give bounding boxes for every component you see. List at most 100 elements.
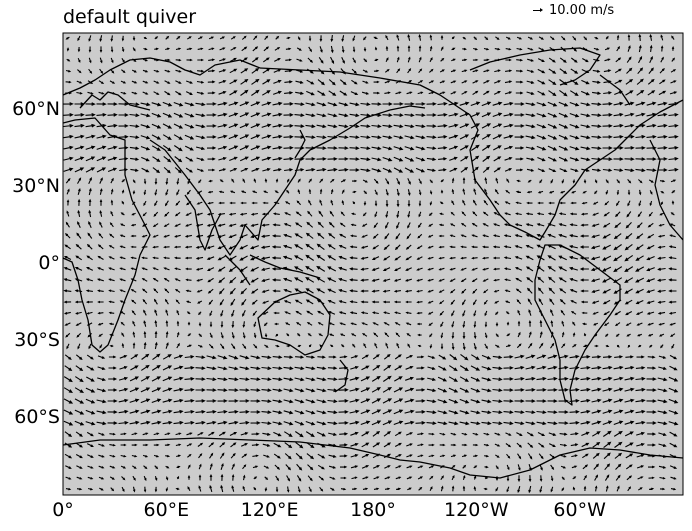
quiver-key-arrow-icon [533,8,543,12]
wind-arrow [241,453,248,459]
wind-arrow [506,464,510,471]
wind-arrow [285,464,292,471]
wind-arrow [361,354,369,360]
wind-arrow [459,376,469,382]
wind-arrow [657,289,666,293]
wind-arrow [164,432,171,436]
wind-arrow [492,123,503,129]
wind-arrow [394,267,402,271]
wind-arrow [305,265,315,272]
wind-arrow [164,288,170,294]
wind-arrow [294,399,305,404]
wind-arrow [394,365,403,371]
wind-arrow [558,212,566,216]
wind-arrow [407,178,411,185]
wind-arrow [140,102,151,107]
wind-arrow [184,145,194,151]
wind-arrow [481,354,492,360]
wind-arrow [97,322,104,326]
wind-arrow [669,442,678,448]
wind-arrow [109,432,116,436]
wind-arrow [63,387,74,393]
wind-arrow [417,222,422,229]
wind-arrow [262,167,271,172]
wind-arrow [572,476,577,480]
wind-arrow [165,465,170,469]
wind-arrow [307,333,312,337]
wind-arrow [197,300,203,304]
wind-arrow [286,36,291,40]
wind-arrow [140,145,151,151]
wind-arrow [228,399,239,403]
wind-arrow [516,432,523,437]
wind-arrow [504,278,511,282]
wind-arrow [230,343,236,350]
wind-arrow [186,58,193,62]
wind-arrow [361,322,368,326]
map-title: default quiver [63,6,197,28]
wind-arrow [176,320,180,327]
wind-arrow [284,80,293,84]
wind-arrow [396,210,400,219]
wind-arrow [250,145,261,151]
wind-arrow [371,300,380,304]
wind-arrow [492,234,500,238]
wind-arrow [406,91,413,95]
wind-arrow [75,431,83,437]
wind-arrow [602,222,611,228]
wind-arrow [129,398,140,403]
wind-arrow [649,56,653,64]
wind-arrow [470,410,481,415]
wind-arrow [459,421,470,426]
wind-arrow [560,465,567,469]
wind-arrow [473,36,478,41]
wind-arrow [515,212,522,216]
wind-arrow [407,211,411,218]
wind-arrow [495,487,499,492]
wind-arrow [352,46,356,53]
wind-arrow [505,58,512,62]
wind-arrow [228,123,239,129]
wind-arrow [239,355,250,360]
wind-arrow [580,289,589,293]
wind-arrow [74,123,85,128]
wind-arrow [327,288,336,294]
wind-arrow [295,355,305,359]
wind-arrow [505,69,513,73]
wind-arrow [284,453,292,460]
wind-arrow [196,157,205,161]
wind-arrow [592,311,599,315]
wind-arrow [360,146,371,151]
wind-arrow [360,245,369,249]
wind-arrow [184,256,192,260]
wind-arrow [404,387,415,392]
wind-arrow [349,278,358,282]
wind-arrow [282,255,293,260]
wind-arrow [129,409,140,414]
wind-arrow [187,36,192,40]
wind-arrow [198,485,202,492]
wind-arrow [272,234,281,238]
wind-arrow [162,409,173,414]
wind-arrow [96,145,107,150]
wind-arrow [283,410,294,415]
wind-arrow [316,102,327,107]
wind-arrow [143,58,148,62]
wind-arrow [559,68,568,75]
wind-arrow [176,309,180,316]
wind-arrow [164,80,171,84]
wind-arrow [264,35,269,40]
wind-arrow [284,431,293,437]
wind-arrow [635,376,646,381]
wind-arrow [99,177,103,184]
wind-arrow [559,168,568,173]
wind-arrow [328,90,337,96]
wind-arrow [668,421,679,426]
wind-arrow [228,112,239,118]
wind-arrow [175,69,182,73]
wind-arrow [143,320,147,327]
wind-arrow [209,321,213,328]
wind-arrow [579,267,589,271]
wind-arrow [87,91,94,95]
wind-arrow [437,101,448,106]
